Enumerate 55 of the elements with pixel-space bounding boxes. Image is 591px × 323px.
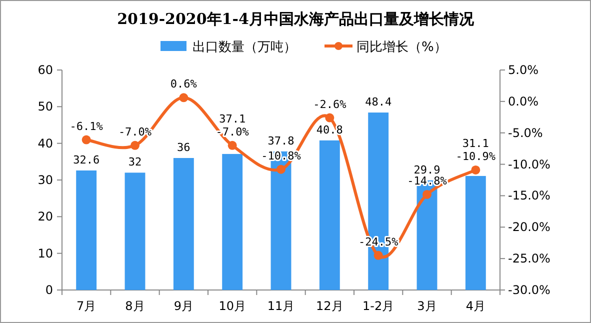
y2-tick-label: -30.0% xyxy=(508,283,550,297)
data-label: -24.5% xyxy=(358,235,399,248)
point xyxy=(471,165,480,174)
y2-tick-label: 0.0% xyxy=(508,94,538,108)
y-tick-label: 20 xyxy=(38,210,53,224)
data-label: 36 xyxy=(177,141,190,154)
x-tick-label: 3月 xyxy=(417,299,437,313)
y2-tick-label: -25.0% xyxy=(508,252,550,266)
bar xyxy=(173,158,194,290)
legend-label: 同比增长（%） xyxy=(356,40,447,55)
point xyxy=(422,190,432,199)
y-tick-label: 0 xyxy=(45,283,53,297)
x-tick-label: 1-2月 xyxy=(362,299,394,313)
data-label: -10.9% xyxy=(456,150,496,163)
point xyxy=(374,250,383,260)
point xyxy=(130,140,140,150)
y2-tick-label: -20.0% xyxy=(508,220,550,234)
data-label: 37.8 xyxy=(268,134,294,148)
x-tick-label: 12月 xyxy=(316,299,344,313)
x-tick-label: 11月 xyxy=(267,299,295,313)
bar xyxy=(465,176,486,290)
data-label: 29.9 xyxy=(414,163,440,176)
x-tick-label: 8月 xyxy=(125,299,145,313)
y2-tick-label: 5.0% xyxy=(508,63,538,77)
point xyxy=(325,113,334,122)
y-tick-label: 40 xyxy=(38,136,53,150)
point xyxy=(179,93,188,102)
chart-title: 2019-2020年1-4月中国水海产品出口量及增长情况 xyxy=(117,10,475,28)
x-tick-label: 7月 xyxy=(76,299,96,313)
bar xyxy=(319,140,340,290)
y-tick-label: 60 xyxy=(38,63,53,77)
y2-tick-label: -10.0% xyxy=(508,157,550,172)
y2-tick-label: -5.0% xyxy=(508,126,543,140)
y-tick-label: 50 xyxy=(38,100,53,114)
data-label: 37.1 xyxy=(219,112,246,126)
data-label: -2.6% xyxy=(313,98,347,111)
x-tick-label: 4月 xyxy=(466,299,486,313)
data-label: 32 xyxy=(128,156,142,169)
x-tick-label: 10月 xyxy=(218,299,246,313)
data-label: 48.4 xyxy=(365,96,392,109)
data-label: -6.1% xyxy=(70,120,104,133)
bar xyxy=(222,154,243,290)
y-tick-label: 30 xyxy=(38,173,53,187)
y2-tick-label: -15.0% xyxy=(508,188,550,203)
x-tick-label: 9月 xyxy=(174,299,194,313)
bar xyxy=(124,172,146,290)
data-label: 0.6% xyxy=(170,78,198,91)
data-label: 31.1 xyxy=(462,136,489,150)
data-label: 32.6 xyxy=(73,153,100,166)
point xyxy=(228,140,237,150)
bar xyxy=(76,170,97,290)
point xyxy=(82,135,91,144)
y-tick-label: 10 xyxy=(38,246,53,260)
point xyxy=(276,164,286,174)
legend-label: 出口数量（万吨） xyxy=(192,40,296,55)
